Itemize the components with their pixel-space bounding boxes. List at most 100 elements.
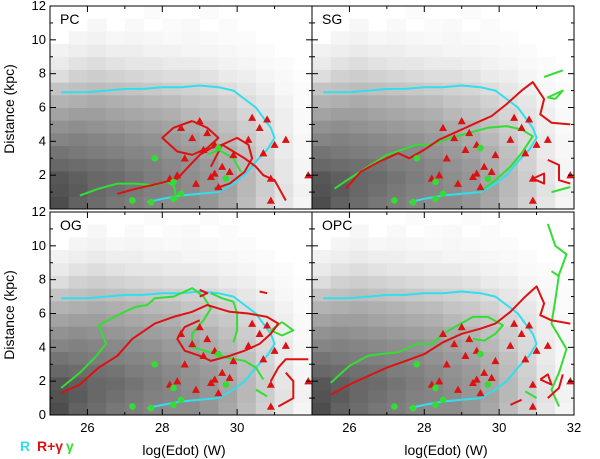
heatmap-cell [312,364,332,378]
heatmap-cell [87,94,107,108]
gamma-point [147,404,155,412]
gamma-point [151,360,159,368]
r-gamma-point [439,123,447,131]
r-gamma-point [210,375,219,383]
y-tick-label: 6 [39,306,46,321]
r-gamma-point [173,377,182,385]
heatmap-cell [255,338,276,353]
heatmap-cell [274,275,294,289]
heatmap-cell [368,338,388,353]
heatmap-cell [50,300,70,314]
heatmap-cell [181,94,201,108]
heatmap-cell [162,94,182,108]
panel-og: 0 2 4 6 8 10 12 26 28 30 OG [32,204,313,435]
heatmap-cell [124,250,145,264]
heatmap-cell [330,170,350,185]
heatmap-cell [330,288,350,302]
heatmap-cell [386,300,407,314]
heatmap-cell [443,18,463,32]
heatmap-cell [349,402,369,415]
heatmap-cell [499,82,519,96]
heatmap-cell [255,250,276,264]
heatmap-cell [424,237,444,251]
heatmap-cell [87,120,107,134]
heatmap-cell [218,132,238,147]
y-axis-title-top: Distance (kpc) [1,64,17,153]
heatmap-cell [293,389,312,403]
heatmap-cell [424,313,444,327]
heatmap-cell [443,158,463,172]
heatmap-cell [124,120,145,134]
heatmap-cell [255,94,276,108]
heatmap-cell [87,313,107,327]
heatmap-cell [237,183,257,197]
heatmap-cell [274,94,294,108]
r-gamma-point [229,356,238,365]
heatmap-cell [181,31,201,45]
heatmap-cell [68,31,88,45]
heatmap-cell [106,69,126,83]
heatmap-cell [124,183,145,197]
heatmap-cell [368,275,388,289]
heatmap-cell [87,402,107,415]
heatmap-cell [162,389,182,403]
r-gamma-point [180,154,189,162]
heatmap-cell [162,364,182,378]
y-tick-label: 8 [39,66,46,81]
heatmap-cell [199,402,219,415]
heatmap-cell [517,262,538,276]
heatmap-cell [237,275,257,289]
heatmap-cell [312,262,332,276]
heatmap-cell [405,313,425,327]
r-gamma-contour-line [277,372,295,408]
heatmap-cell [517,364,538,378]
heatmap-cell [237,120,257,134]
heatmap-cell [480,31,500,45]
heatmap-cell [50,56,70,70]
r-gamma-point [491,150,500,159]
x-tick-label: 26 [80,420,94,435]
heatmap-cell [124,107,145,121]
r-gamma-contour-line [344,81,571,190]
r-gamma-point [517,329,526,337]
heatmap-cell [87,145,107,159]
heatmap-cell [293,338,312,353]
heatmap-cell [218,338,238,353]
heatmap-cell [199,69,219,83]
heatmap-cell [536,275,556,289]
r-gamma-point [457,117,466,125]
heatmap-cell [386,56,407,70]
heatmap-cell [293,402,312,415]
heatmap-cell [461,69,481,83]
heatmap-cell [181,313,201,327]
heatmap-cell [68,170,88,185]
heatmap-cell [480,18,500,32]
heatmap-cell [143,326,163,340]
heatmap-cell [162,183,182,197]
heatmap-cell [330,351,350,365]
heatmap-cell [274,196,294,209]
y-tick-label: 0 [39,407,46,422]
r-gamma-point [525,321,534,329]
r-gamma-contour-line [509,398,523,406]
heatmap-cell [255,300,276,314]
heatmap-cell [386,224,407,238]
heatmap-cell [312,183,332,197]
heatmap-cell [237,69,257,83]
heatmap-cell [218,56,238,70]
heatmap-cell [424,31,444,45]
heatmap-cell [386,94,407,108]
heatmap-cell [124,56,145,70]
r-gamma-contour-line [161,120,220,156]
heatmap-cell [293,132,312,147]
heatmap-cell [143,300,163,314]
heatmap-cell [199,158,219,172]
heatmap-cell [405,94,425,108]
heatmap-cell [349,94,369,108]
heatmap-cell [143,107,163,121]
heatmap-cell [368,326,388,340]
r-gamma-point [173,171,182,179]
heatmap-cell [424,326,444,340]
heatmap-cell [312,107,332,121]
heatmap-cell [349,120,369,134]
